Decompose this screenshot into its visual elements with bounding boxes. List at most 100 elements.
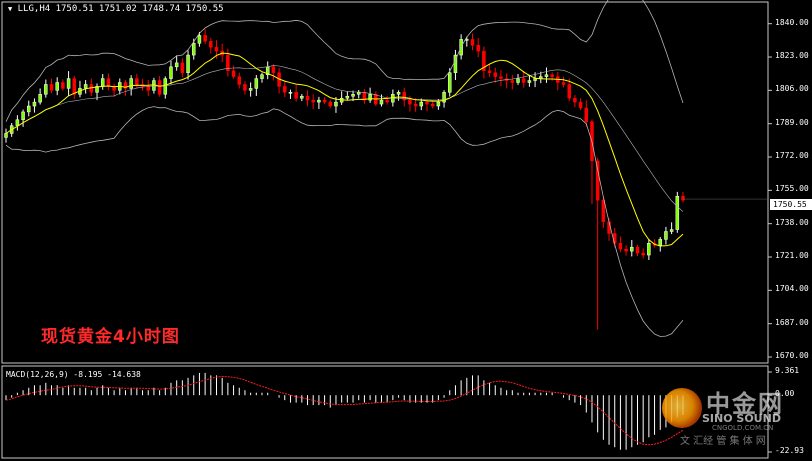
candle-body bbox=[510, 80, 515, 83]
macd-axis-label: -22.93 bbox=[775, 446, 804, 455]
dropdown-triangle-icon[interactable]: ▼ bbox=[8, 5, 13, 13]
price-axis-label: 1789.00 bbox=[775, 117, 809, 127]
candle-body bbox=[402, 92, 406, 101]
candle-body bbox=[527, 80, 532, 83]
candle-body bbox=[203, 35, 207, 42]
candle-body bbox=[83, 84, 88, 89]
candle-body bbox=[294, 92, 298, 99]
candle-body bbox=[396, 92, 401, 95]
candle-body bbox=[288, 92, 293, 94]
candle-body bbox=[186, 54, 190, 73]
candle-body bbox=[368, 94, 372, 101]
candle-body bbox=[322, 99, 327, 103]
candle-body bbox=[283, 86, 287, 93]
logo-spiral-icon bbox=[662, 388, 702, 428]
candle-body bbox=[487, 70, 492, 73]
candle-body bbox=[38, 94, 42, 103]
candle-body bbox=[157, 80, 162, 95]
candle-body bbox=[248, 88, 253, 91]
candle-body bbox=[328, 101, 333, 107]
logo-url-text: CNGOLD.COM.CN bbox=[712, 424, 774, 432]
candle-body bbox=[482, 50, 486, 71]
candle-body bbox=[271, 66, 276, 73]
candle-body bbox=[499, 76, 503, 79]
candle-body bbox=[260, 74, 264, 79]
candle-body bbox=[675, 195, 680, 230]
candle-body bbox=[436, 101, 441, 107]
candle-body bbox=[197, 35, 202, 44]
candle-body bbox=[311, 99, 315, 103]
candle-body bbox=[641, 252, 645, 256]
candle-body bbox=[95, 86, 99, 93]
candle-body bbox=[72, 78, 77, 95]
candle-body bbox=[413, 103, 418, 107]
price-axis-label: 1840.00 bbox=[775, 17, 809, 27]
candle-body bbox=[419, 101, 424, 107]
candle-body bbox=[635, 246, 640, 254]
candle-body bbox=[425, 101, 429, 105]
candle-body bbox=[317, 99, 321, 103]
candle-body bbox=[169, 66, 173, 79]
bollinger-middle-band bbox=[5, 65, 684, 212]
candle-body bbox=[447, 72, 452, 93]
symbol-ohlc-text: LLG,H4 1750.51 1751.02 1748.74 1750.55 bbox=[17, 4, 224, 14]
candle-body bbox=[573, 97, 577, 103]
candle-body bbox=[231, 70, 236, 77]
candle-body bbox=[180, 62, 185, 73]
candle-body bbox=[595, 160, 600, 201]
candle-body bbox=[442, 92, 446, 103]
candle-body bbox=[379, 99, 384, 105]
chart-title-overlay: 现货黄金4小时图 bbox=[41, 327, 180, 347]
candle-body bbox=[476, 45, 480, 52]
candle-body bbox=[658, 239, 662, 246]
price-axis-label: 1755.00 bbox=[775, 184, 809, 194]
candle-body bbox=[15, 119, 20, 126]
candle-body bbox=[163, 78, 168, 95]
price-axis-label: 1704.00 bbox=[775, 284, 809, 294]
candle-body bbox=[578, 101, 583, 109]
candle-body bbox=[351, 94, 355, 97]
candle-body bbox=[305, 95, 310, 101]
candle-body bbox=[106, 78, 111, 87]
current-price-value: 1750.55 bbox=[773, 200, 807, 209]
price-axis-label: 1806.00 bbox=[775, 84, 809, 94]
watermark-logo: 中金网 SINO SOUND CNGOLD.COM.CN 文 汇经 管 集 体 … bbox=[660, 384, 810, 447]
logo-en-text: SINO SOUND bbox=[702, 412, 781, 425]
price-axis-label: 1721.00 bbox=[775, 251, 809, 260]
candle-body bbox=[647, 243, 651, 256]
candle-body bbox=[191, 43, 196, 56]
candle-body bbox=[21, 111, 25, 121]
macd-axis-label: 9.361 bbox=[775, 366, 800, 375]
candle-body bbox=[100, 78, 105, 87]
candle-body bbox=[135, 78, 139, 85]
candle-body bbox=[584, 107, 589, 122]
main-panel-frame bbox=[1, 1, 769, 364]
candle-body bbox=[32, 101, 37, 107]
candle-body bbox=[123, 82, 128, 89]
candle-body bbox=[209, 41, 213, 48]
candle-body bbox=[493, 72, 498, 77]
macd-axis-label: 0.00 bbox=[775, 389, 795, 399]
candle-body bbox=[146, 86, 150, 91]
candle-body bbox=[550, 74, 554, 77]
bollinger-lower-band bbox=[5, 106, 684, 337]
candle-body bbox=[55, 82, 59, 91]
candle-body bbox=[630, 246, 634, 252]
candle-body bbox=[237, 76, 242, 85]
logo-cn-text: 中金网 bbox=[706, 390, 784, 418]
moving-average-line bbox=[5, 52, 684, 247]
candle-body bbox=[561, 82, 566, 85]
candle-body bbox=[567, 84, 571, 99]
bollinger-upper-band bbox=[5, 0, 684, 122]
price-axis-label: 1670.00 bbox=[775, 351, 809, 360]
candle-body bbox=[470, 39, 475, 46]
candle-body bbox=[533, 78, 537, 81]
candle-body bbox=[300, 95, 304, 99]
candle-body bbox=[27, 105, 31, 113]
candle-body bbox=[516, 78, 520, 83]
candle-body bbox=[681, 195, 685, 201]
macd-panel-frame bbox=[1, 365, 769, 459]
candle-body bbox=[214, 46, 219, 52]
candle-body bbox=[624, 248, 628, 252]
